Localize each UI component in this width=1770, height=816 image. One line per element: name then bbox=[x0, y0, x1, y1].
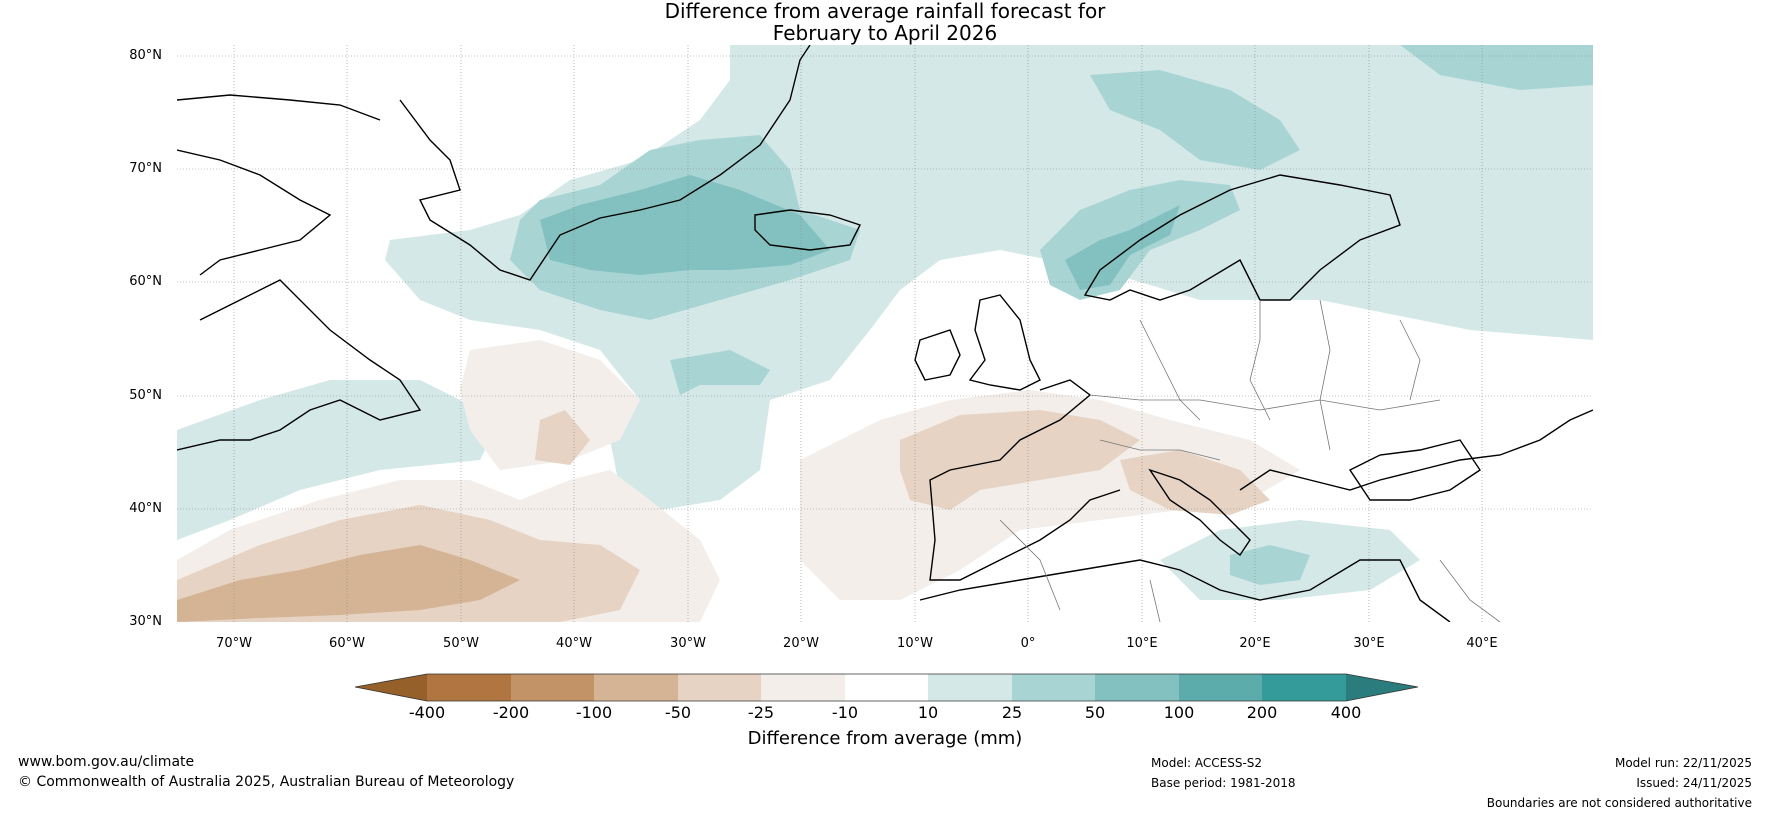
dry-anomaly-central-atlantic bbox=[460, 340, 640, 470]
map-title-line2: February to April 2026 bbox=[772, 21, 998, 45]
border-segment bbox=[1149, 579, 1161, 622]
wet-anomaly-iceland bbox=[540, 175, 830, 275]
colorbar-segment bbox=[1095, 674, 1179, 701]
dry-anomaly-central-atlantic-core bbox=[535, 410, 590, 465]
colorbar-tick: 400 bbox=[1330, 703, 1362, 722]
colorbar-tick: -10 bbox=[831, 703, 859, 722]
coastline-north-africa bbox=[919, 559, 1451, 622]
coastline-europe-east bbox=[1239, 409, 1593, 491]
colorbar-segment bbox=[845, 674, 928, 701]
footer-model-run: Model run: 22/11/2025 bbox=[1614, 756, 1752, 770]
coastline-black-sea bbox=[1348, 439, 1481, 501]
colorbar-tick: 200 bbox=[1246, 703, 1278, 722]
graticule bbox=[177, 45, 1593, 622]
lat-label-70n: 70°N bbox=[129, 161, 162, 176]
colorbar-segment bbox=[678, 674, 761, 701]
colorbar-outline bbox=[354, 673, 1419, 702]
lon-label-30e: 30°E bbox=[1353, 636, 1385, 651]
lon-label-40e: 40°E bbox=[1466, 636, 1498, 651]
colorbar-arrow-high bbox=[1346, 674, 1418, 701]
colorbar-segment bbox=[928, 674, 1012, 701]
coastline-scandinavia bbox=[1083, 174, 1401, 301]
colorbar-tick: 10 bbox=[917, 703, 939, 722]
lat-label-80n: 80°N bbox=[129, 48, 162, 63]
coastlines bbox=[177, 45, 1593, 622]
colorbar-tick: -25 bbox=[747, 703, 775, 722]
footer-copyright: © Commonwealth of Australia 2025, Austra… bbox=[18, 774, 515, 790]
coastline-british-isles bbox=[968, 294, 1041, 391]
coastline-north-america-top bbox=[177, 94, 381, 121]
colorbar-tick: -400 bbox=[408, 703, 446, 722]
map-title-line1: Difference from average rainfall forecas… bbox=[664, 0, 1106, 23]
border-segment bbox=[1089, 394, 1441, 411]
lon-label-10e: 10°E bbox=[1126, 636, 1158, 651]
wet-anomaly-labrador bbox=[177, 380, 500, 540]
lon-label-60w: 60°W bbox=[329, 636, 365, 651]
lon-label-70w: 70°W bbox=[216, 636, 252, 651]
coastline-greenland bbox=[399, 45, 811, 281]
colorbar-segment bbox=[511, 674, 594, 701]
colorbar-segment bbox=[1179, 674, 1262, 701]
footer-issued: Issued: 24/11/2025 bbox=[1636, 776, 1752, 790]
coastline-italy bbox=[1148, 468, 1251, 557]
colorbar bbox=[354, 673, 1419, 702]
footer-disclaimer: Boundaries are not considered authoritat… bbox=[1486, 796, 1752, 810]
colorbar-arrow-low bbox=[355, 674, 427, 701]
wet-anomaly-barents bbox=[1400, 45, 1593, 90]
lat-label-60n: 60°N bbox=[129, 274, 162, 289]
lat-label-40n: 40°N bbox=[129, 501, 162, 516]
lon-label-30w: 30°W bbox=[670, 636, 706, 651]
colorbar-tick: 100 bbox=[1163, 703, 1195, 722]
border-segment bbox=[1099, 439, 1221, 461]
dry-anomaly-iberia-core bbox=[900, 410, 1140, 510]
border-segment bbox=[1399, 319, 1421, 401]
colorbar-segment bbox=[427, 674, 511, 701]
colorbar-tick: 50 bbox=[1084, 703, 1106, 722]
colorbar-segment bbox=[1262, 674, 1346, 701]
wet-anomaly-mid-atlantic bbox=[670, 350, 770, 395]
dry-anomaly-subtropical-atlantic-core bbox=[177, 545, 520, 622]
coastline-labrador bbox=[177, 279, 422, 451]
footer-website: www.bom.gov.au/climate bbox=[18, 754, 195, 770]
lon-label-10w: 10°W bbox=[897, 636, 933, 651]
dry-anomaly-balkans bbox=[1120, 450, 1270, 515]
lon-label-50w: 50°W bbox=[443, 636, 479, 651]
colorbar-tick: -50 bbox=[664, 703, 692, 722]
lon-label-0: 0° bbox=[1020, 636, 1036, 651]
lon-label-20e: 20°E bbox=[1239, 636, 1271, 651]
border-segment bbox=[1139, 319, 1201, 421]
colorbar-tick: 25 bbox=[1001, 703, 1023, 722]
wet-anomaly-mediterranean-core bbox=[1230, 545, 1310, 585]
border-segment bbox=[1319, 299, 1331, 451]
coastline-iceland bbox=[754, 209, 861, 251]
lat-label-50n: 50°N bbox=[129, 388, 162, 403]
lon-label-40w: 40°W bbox=[556, 636, 592, 651]
colorbar-segment bbox=[1012, 674, 1095, 701]
colorbar-tick: -100 bbox=[575, 703, 613, 722]
border-segment bbox=[1439, 559, 1501, 622]
wet-anomaly-norway-core bbox=[1065, 205, 1180, 290]
border-segment bbox=[999, 519, 1061, 611]
lon-label-20w: 20°W bbox=[783, 636, 819, 651]
border-segment bbox=[1249, 300, 1271, 421]
coastline-ireland bbox=[914, 329, 961, 381]
footer-model: Model: ACCESS-S2 bbox=[1151, 756, 1263, 770]
lat-label-30n: 30°N bbox=[129, 614, 162, 629]
country-borders bbox=[999, 299, 1501, 622]
coastline-europe-west bbox=[929, 379, 1121, 581]
colorbar-segment bbox=[761, 674, 845, 701]
wet-anomaly-svalbard bbox=[1090, 70, 1300, 170]
colorbar-title: Difference from average (mm) bbox=[747, 728, 1023, 749]
colorbar-tick: -200 bbox=[492, 703, 530, 722]
coastline-baffin bbox=[177, 149, 332, 276]
footer-base-period: Base period: 1981-2018 bbox=[1151, 776, 1296, 790]
colorbar-segment bbox=[594, 674, 678, 701]
